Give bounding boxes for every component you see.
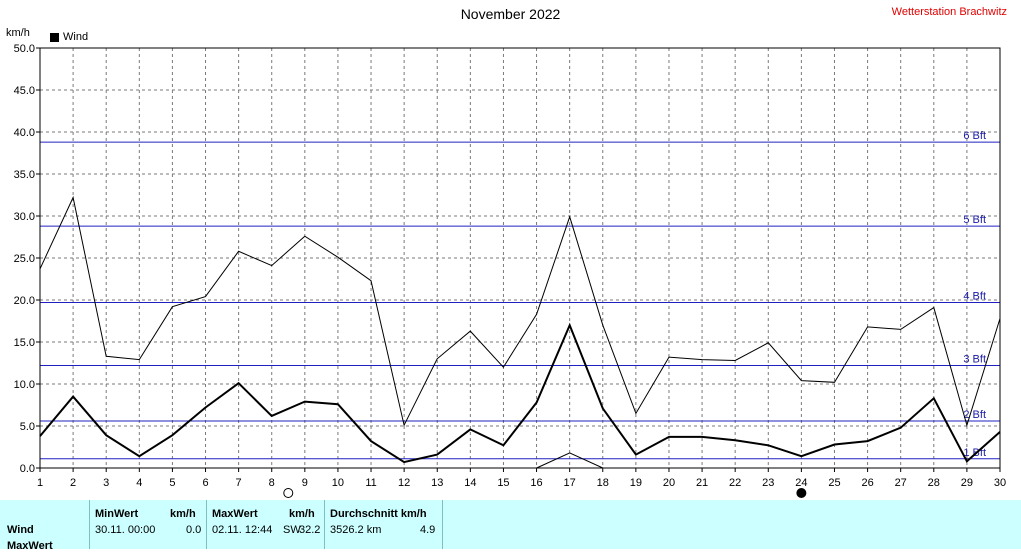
beaufort-label: 5 Bft (963, 214, 986, 226)
series-mean-line (39, 322, 1001, 464)
stats-avg-distance: 3526.2 km (330, 524, 382, 536)
legend: Wind (50, 31, 88, 43)
stats-row-label: Wind (7, 524, 34, 536)
x-tick-label: 30 (994, 477, 1006, 489)
x-tick-label: 12 (398, 477, 410, 489)
stats-max-cell: MaxWert km/h 02.11. 12:44 SW 32.2 (206, 500, 324, 549)
x-tick-label: 16 (530, 477, 542, 489)
beaufort-label: 6 Bft (963, 130, 986, 142)
x-tick-label: 21 (696, 477, 708, 489)
x-tick-label: 17 (564, 477, 576, 489)
y-axis-unit: km/h (6, 27, 30, 39)
stats-max-unit: km/h (289, 508, 315, 520)
x-tick-label: 23 (762, 477, 774, 489)
y-tick-label: 40.0 (14, 127, 35, 139)
stats-min-value: 0.0 (186, 524, 202, 536)
legend-label: Wind (63, 31, 89, 43)
x-tick-label: 9 (302, 477, 308, 489)
x-tick-label: 20 (663, 477, 675, 489)
stats-max-date: 02.11. 12:44 (212, 524, 273, 536)
y-tick-label: 0.0 (20, 463, 35, 475)
plot-frame (39, 47, 1001, 469)
x-tick-label: 2 (70, 477, 76, 489)
x-tick-label: 27 (895, 477, 907, 489)
x-tick-label: 29 (961, 477, 973, 489)
x-tick-label: 5 (169, 477, 175, 489)
y-tick-label: 5.0 (20, 421, 35, 433)
x-tick-label: 26 (861, 477, 873, 489)
x-tick-label: 7 (236, 477, 242, 489)
x-tick-label: 10 (332, 477, 344, 489)
legend-swatch (50, 32, 59, 42)
stats-max-value: 32.2 (299, 524, 321, 536)
new-moon-icon (796, 488, 807, 498)
x-tick-label: 8 (269, 477, 275, 489)
y-tick-label: 45.0 (14, 85, 35, 97)
grid (40, 48, 1000, 468)
full-moon-icon (283, 488, 294, 498)
x-tick-label: 19 (630, 477, 642, 489)
x-tick-label: 11 (365, 477, 376, 489)
x-tick-label: 14 (464, 477, 476, 489)
y-tick-label: 35.0 (14, 169, 35, 181)
x-tick-label: 24 (795, 477, 807, 489)
station-name: Wetterstation Brachwitz (891, 6, 1007, 18)
x-tick-label: 1 (37, 477, 43, 489)
x-tick-label: 28 (928, 477, 940, 489)
axes: 1 2 3 4 5 6 7 8 9 10 11 12 13 14 15 16 17 18 19 20 21 22 23 24 2… (14, 43, 1006, 498)
stats-max-header: MaxWert (212, 508, 258, 520)
x-tick-label: 3 (103, 477, 109, 489)
x-tick-label: 6 (202, 477, 208, 489)
y-tick-label: 10.0 (14, 379, 35, 391)
stats-avg-value: 4.9 (420, 524, 436, 536)
x-tick-label: 15 (497, 477, 509, 489)
beaufort-label: 4 Bft (963, 291, 986, 303)
beaufort-label: 3 Bft (963, 354, 986, 366)
chart-title: November 2022 (460, 6, 561, 22)
stats-min-cell: MinWert km/h 30.11. 00:00 0.0 (89, 500, 206, 549)
y-tick-label: 15.0 (14, 337, 35, 349)
stats-min-unit: km/h (170, 508, 196, 520)
stats-min-date: 30.11. 00:00 (95, 524, 156, 536)
y-tick-label: 50.0 (14, 43, 35, 55)
stats-min-header: MinWert (95, 508, 139, 520)
stats-avg-cell: Durchschnitt km/h 3526.2 km 4.9 (324, 500, 443, 549)
x-tick-label: 22 (729, 477, 741, 489)
stats-panel: Wind MaxWert MinWert km/h 30.11. 00:00 0… (0, 500, 1021, 552)
beaufort-label: 2 Bft (963, 409, 986, 421)
y-tick-label: 25.0 (14, 253, 35, 265)
series-max-line (39, 195, 1001, 427)
x-tick-label: 18 (597, 477, 609, 489)
stats-avg-header: Durchschnitt km/h (330, 508, 427, 520)
y-tick-label: 30.0 (14, 211, 35, 223)
stats-max-direction: SW (283, 524, 301, 536)
stats-row-label-2: MaxWert (7, 540, 53, 552)
y-tick-label: 20.0 (14, 295, 35, 307)
x-tick-label: 25 (828, 477, 840, 489)
x-tick-label: 4 (136, 477, 142, 489)
x-tick-label: 13 (431, 477, 443, 489)
